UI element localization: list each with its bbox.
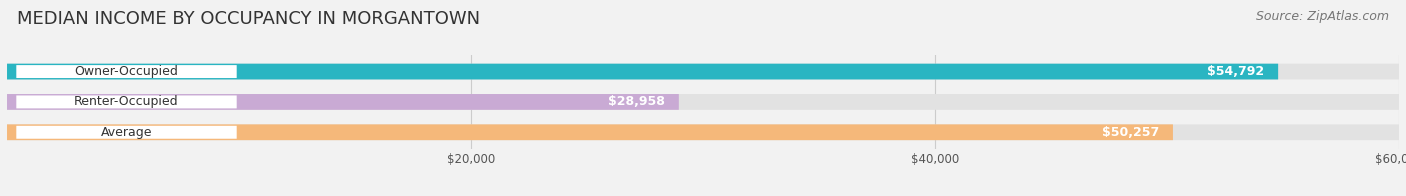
Text: MEDIAN INCOME BY OCCUPANCY IN MORGANTOWN: MEDIAN INCOME BY OCCUPANCY IN MORGANTOWN bbox=[17, 10, 479, 28]
FancyBboxPatch shape bbox=[7, 64, 1278, 79]
Text: Average: Average bbox=[101, 126, 152, 139]
FancyBboxPatch shape bbox=[7, 124, 1399, 140]
Text: $28,958: $28,958 bbox=[607, 95, 665, 108]
FancyBboxPatch shape bbox=[17, 95, 236, 108]
Text: Source: ZipAtlas.com: Source: ZipAtlas.com bbox=[1256, 10, 1389, 23]
Text: $54,792: $54,792 bbox=[1208, 65, 1264, 78]
FancyBboxPatch shape bbox=[17, 126, 236, 139]
FancyBboxPatch shape bbox=[7, 64, 1399, 79]
Text: Renter-Occupied: Renter-Occupied bbox=[75, 95, 179, 108]
Text: Owner-Occupied: Owner-Occupied bbox=[75, 65, 179, 78]
FancyBboxPatch shape bbox=[7, 124, 1173, 140]
FancyBboxPatch shape bbox=[17, 65, 236, 78]
FancyBboxPatch shape bbox=[7, 94, 1399, 110]
FancyBboxPatch shape bbox=[7, 94, 679, 110]
Text: $50,257: $50,257 bbox=[1102, 126, 1159, 139]
